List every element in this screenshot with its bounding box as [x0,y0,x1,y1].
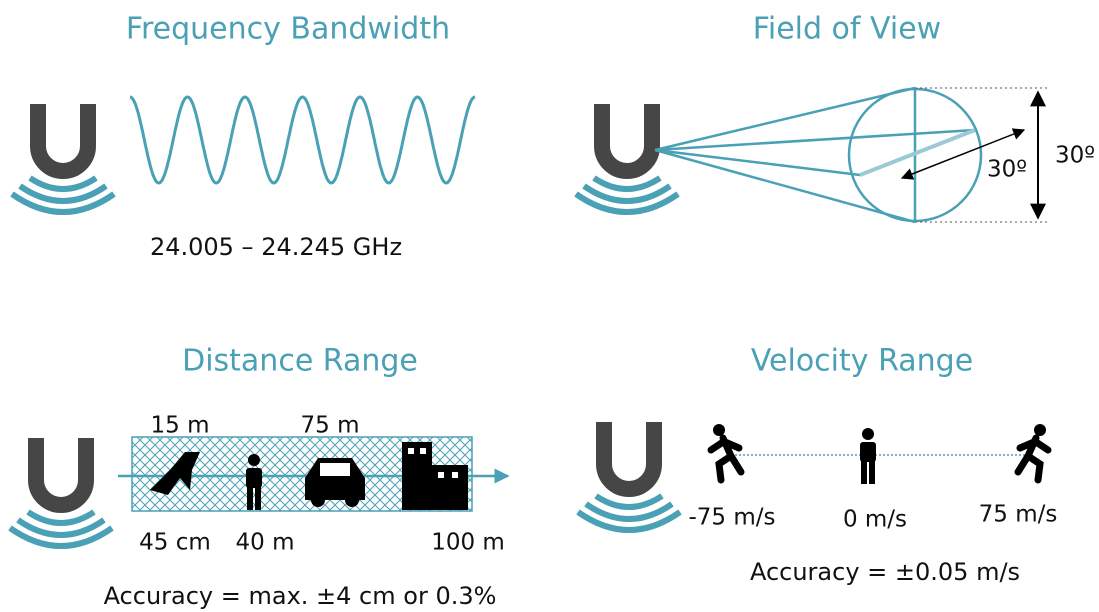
angle-label: 30º [1055,143,1095,169]
sensor-icon [12,104,114,212]
panel-title: Field of View [753,12,941,47]
angle-label: 30º [987,157,1027,183]
wave [129,95,476,185]
building-icon [402,442,468,510]
runner-icon [711,424,741,480]
runner-icon [1018,424,1048,480]
caption: Accuracy = max. ±4 cm or 0.3% [104,582,497,610]
sensor-icon [10,438,112,546]
panel-title: Velocity Range [751,344,973,379]
sensor-icon [576,104,678,212]
fov-cone [654,86,983,224]
panel-title: Frequency Bandwidth [126,12,450,47]
distance-label: 45 cm [139,530,211,556]
distance-label: 75 m [301,413,360,439]
velocity-label: -75 m/s [688,505,775,531]
car-icon [305,458,365,507]
caption: 24.005 – 24.245 GHz [150,233,402,261]
horizontal-arrow [900,128,1026,180]
velocity-label: 75 m/s [979,502,1058,528]
panel-title: Distance Range [182,344,418,379]
velocity-label: 0 m/s [843,507,907,533]
distance-label: 40 m [236,530,295,556]
sensor-icon [578,422,680,530]
person-icon [860,428,876,484]
bird-icon [150,452,200,495]
caption: Accuracy = ±0.05 m/s [750,558,1020,586]
distance-label: 100 m [431,530,505,556]
guide-lines [915,87,1048,223]
distance-label: 15 m [151,413,210,439]
